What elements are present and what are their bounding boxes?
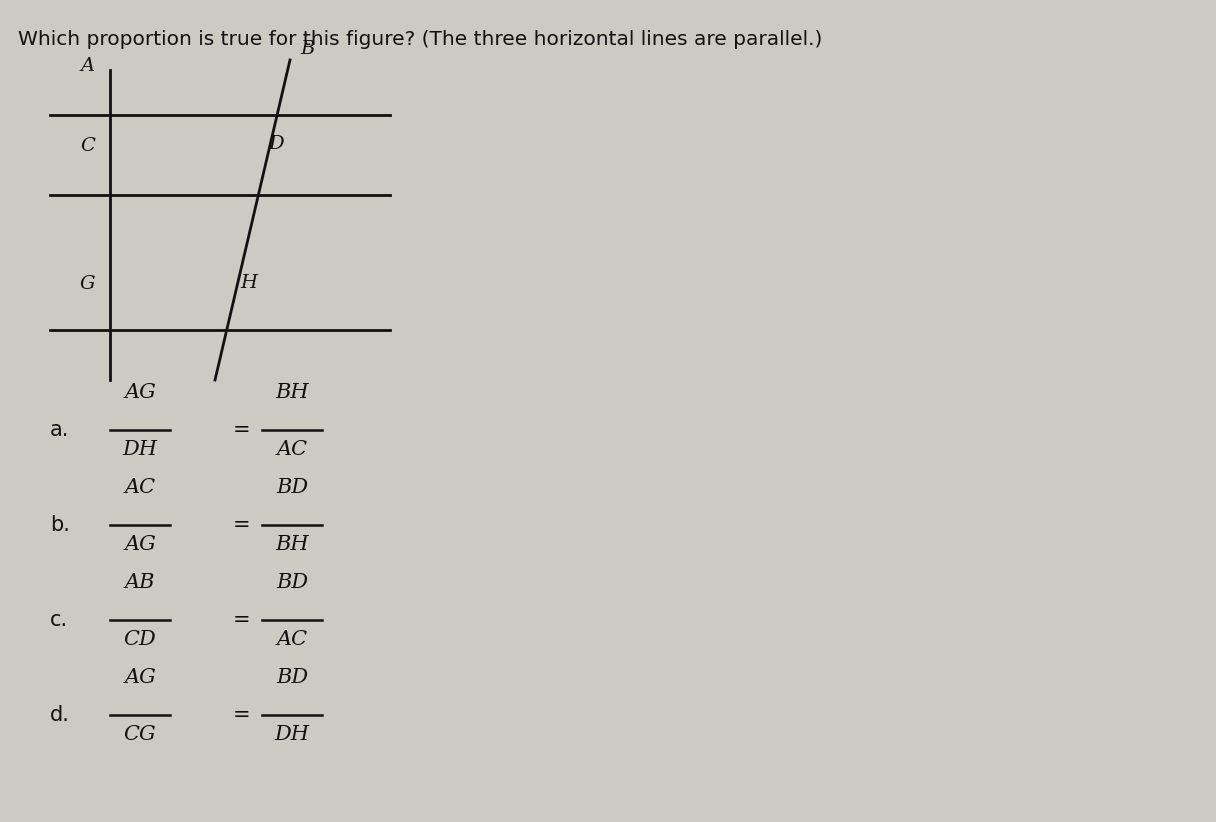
Text: Which proportion is true for this figure? (The three horizontal lines are parall: Which proportion is true for this figure… xyxy=(18,30,822,49)
Text: DH: DH xyxy=(123,440,158,459)
Text: C: C xyxy=(80,137,95,155)
Text: AC: AC xyxy=(124,478,156,497)
Text: B: B xyxy=(300,40,315,58)
Text: CG: CG xyxy=(124,725,157,744)
Text: H: H xyxy=(240,274,257,292)
Text: AG: AG xyxy=(124,383,156,402)
Text: DH: DH xyxy=(275,725,310,744)
Text: d.: d. xyxy=(50,705,69,725)
Text: BD: BD xyxy=(276,573,308,592)
Text: BH: BH xyxy=(275,383,309,402)
Text: b.: b. xyxy=(50,515,69,535)
Text: AG: AG xyxy=(124,535,156,554)
Text: G: G xyxy=(79,275,95,293)
Text: BH: BH xyxy=(275,535,309,554)
Text: =: = xyxy=(233,705,250,725)
Text: =: = xyxy=(233,420,250,440)
Text: D: D xyxy=(268,135,283,153)
Text: =: = xyxy=(233,610,250,630)
Text: AC: AC xyxy=(276,440,308,459)
Text: CD: CD xyxy=(124,630,157,649)
Text: c.: c. xyxy=(50,610,68,630)
Text: AC: AC xyxy=(276,630,308,649)
Text: A: A xyxy=(81,57,95,75)
Text: AG: AG xyxy=(124,668,156,687)
Text: =: = xyxy=(233,515,250,535)
Text: AB: AB xyxy=(125,573,156,592)
Text: BD: BD xyxy=(276,668,308,687)
Text: a.: a. xyxy=(50,420,69,440)
Text: BD: BD xyxy=(276,478,308,497)
